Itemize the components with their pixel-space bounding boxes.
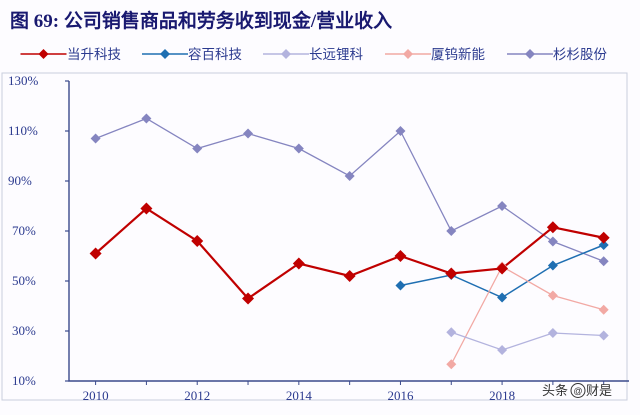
svg-text:30%: 30% (12, 323, 36, 338)
svg-text:2018: 2018 (489, 388, 515, 403)
svg-text:10%: 10% (12, 373, 36, 388)
svg-text:2010: 2010 (83, 388, 109, 403)
svg-text:70%: 70% (12, 223, 36, 238)
svg-text:130%: 130% (8, 73, 39, 88)
svg-text:头条: 头条 (542, 383, 568, 398)
svg-text:@: @ (573, 386, 582, 396)
svg-text:110%: 110% (8, 123, 38, 138)
svg-text:2014: 2014 (286, 388, 313, 403)
svg-text:2012: 2012 (184, 388, 210, 403)
svg-text:50%: 50% (12, 273, 36, 288)
svg-text:90%: 90% (8, 173, 32, 188)
svg-text:财是: 财是 (586, 383, 612, 398)
svg-text:2016: 2016 (387, 388, 414, 403)
